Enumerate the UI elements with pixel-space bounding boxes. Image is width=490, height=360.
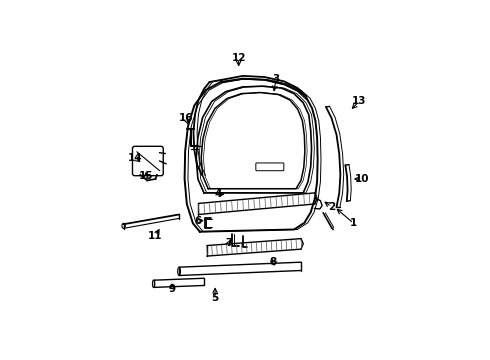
Text: 13: 13 — [352, 96, 367, 107]
Text: 16: 16 — [179, 113, 193, 123]
FancyBboxPatch shape — [256, 163, 284, 171]
Text: 14: 14 — [128, 153, 143, 163]
Text: 1: 1 — [350, 219, 357, 228]
Ellipse shape — [122, 223, 125, 228]
Ellipse shape — [152, 280, 155, 287]
FancyBboxPatch shape — [132, 146, 163, 176]
Ellipse shape — [178, 267, 180, 275]
Text: 3: 3 — [272, 74, 280, 84]
Text: 8: 8 — [270, 257, 277, 267]
Text: 4: 4 — [214, 189, 221, 199]
Text: 7: 7 — [225, 238, 233, 248]
Text: 12: 12 — [231, 53, 246, 63]
Text: 2: 2 — [328, 202, 335, 212]
Text: 9: 9 — [169, 284, 176, 293]
Text: 6: 6 — [195, 216, 202, 226]
Text: 10: 10 — [355, 174, 369, 184]
Text: 15: 15 — [139, 171, 153, 181]
Text: 11: 11 — [148, 231, 163, 241]
Text: 5: 5 — [212, 293, 219, 303]
